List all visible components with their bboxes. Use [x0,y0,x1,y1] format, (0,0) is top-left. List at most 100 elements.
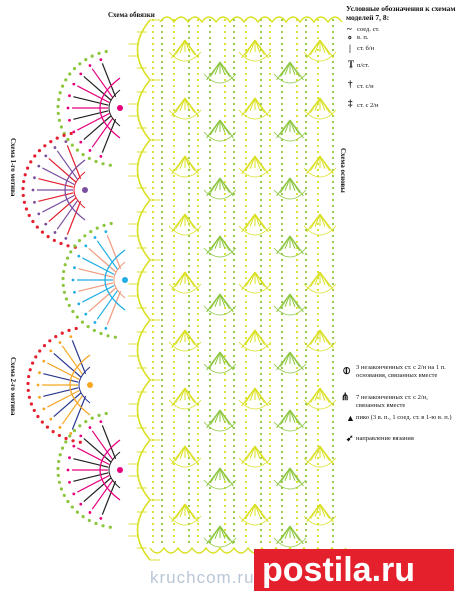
chain-dot [268,72,272,76]
edging-scallop [136,19,151,81]
chain-dot [208,456,212,460]
chain-dot [244,54,248,58]
chain-dot [331,390,335,394]
chain-dot [160,228,164,232]
chain-dot [232,270,236,274]
chain-dot [172,66,176,70]
chain-dot [196,306,200,310]
fan-stitch [175,213,186,230]
motifs-layer [21,49,128,529]
chain-dot [223,384,227,388]
chain-dot [223,510,227,514]
motif-tip [72,82,76,86]
motif-border-dot [56,104,60,109]
chain-dot [244,378,248,382]
chain-dot [151,312,155,316]
chain-dot [208,48,212,52]
chain-dot [172,498,176,502]
chain-dot [280,258,284,262]
chain-dot [187,414,191,418]
chain-dot [196,30,200,34]
fan-arc [203,131,237,142]
fan-stitch [175,97,186,114]
fan-stitch [310,155,321,172]
motif-center [117,105,123,111]
motif-ray [61,394,84,425]
chain-dot [316,180,320,184]
motif-tip [36,383,40,387]
chain-dot [280,492,284,496]
chain-dot [304,228,308,232]
chain-dot [259,402,263,406]
chain-dot [187,246,191,250]
chain-dot [208,84,212,88]
chain-dot [280,300,284,304]
chain-dot [244,276,248,280]
chain-dot [331,222,335,226]
fan-arc [303,399,337,410]
chain-dot [160,174,164,178]
chain-dot [172,42,176,46]
base-scheme-layer [151,18,337,548]
chain-dot [280,162,284,166]
fan-arc [238,341,272,352]
chain-dot [223,540,227,544]
chain-dot [331,276,335,280]
chain-dot [232,522,236,526]
chain-dot [151,306,155,310]
chain-dot [160,528,164,532]
chain-dot [259,312,263,316]
chain-dot [151,414,155,418]
chain-dot [331,282,335,286]
motif-ray [71,340,87,375]
chain-dot [160,336,164,340]
motif-ray [66,145,82,180]
fan-stitch [219,467,234,487]
fan-stitch [210,119,221,136]
chain-dot [268,366,272,370]
chain-dot [280,348,284,352]
motif-arc-inner [108,451,121,489]
chain-dot [280,42,284,46]
motif-border-dot [27,395,32,399]
motif-tip [49,349,53,353]
chain-dot [316,294,320,298]
fan-stitch [214,235,221,249]
chain-dot [232,354,236,358]
chain-dot [316,528,320,532]
chain-dot [172,480,176,484]
chain-dot [259,288,263,292]
fan-stitch [219,293,234,313]
chain-dot [208,330,212,334]
chain-dot [196,438,200,442]
chain-dot [172,276,176,280]
chain-dot [208,372,212,376]
chain-dot [304,216,308,220]
fan-stitch [249,39,256,53]
chain-dot [268,174,272,178]
motif-border-dot [77,239,82,243]
fan-stitch [179,155,186,169]
chain-dot [259,354,263,358]
chain-dot [244,540,248,544]
chain-dot [208,270,212,274]
chain-dot [223,150,227,154]
chain-dot [280,390,284,394]
motif-border-dot [90,54,94,58]
chain-dot [151,210,155,214]
chain-dot [160,192,164,196]
chain-dot [160,132,164,136]
chain-dot [259,534,263,538]
chain-dot [268,522,272,526]
chain-dot [259,252,263,256]
chain-dot [331,480,335,484]
chain-dot [151,228,155,232]
fan-stitch [319,503,334,523]
chain-dot [304,42,308,46]
motif-border-dot [28,368,32,372]
chain-dot [316,24,320,28]
motif-tip [37,164,41,168]
chain-dot [244,162,248,166]
chain-dot [160,108,164,112]
chain-dot [172,282,176,286]
